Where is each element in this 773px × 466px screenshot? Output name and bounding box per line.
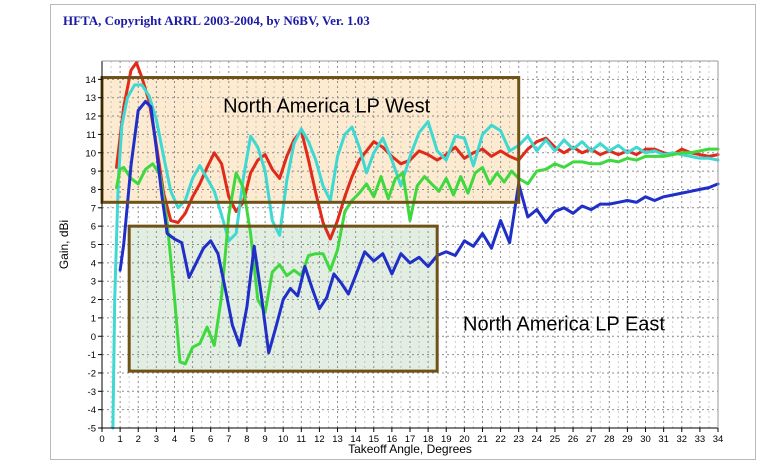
x-tick-label: 17: [405, 434, 416, 445]
y-tick-label: -5: [88, 424, 96, 435]
x-tick-label: 4: [172, 434, 177, 445]
x-tick-label: 7: [226, 434, 231, 445]
y-tick-label: -3: [88, 387, 96, 398]
y-tick-label: 2: [91, 295, 96, 306]
annotation-label-east: North America LP East: [463, 314, 665, 336]
series-line-cyan: [111, 83, 720, 430]
annotation-box-west-fill: [102, 77, 519, 203]
chart-title: HFTA, Copyright ARRL 2003-2004, by N6BV,…: [63, 13, 370, 28]
x-tick-label: 20: [459, 434, 470, 445]
x-tick-label: 13: [332, 434, 343, 445]
x-tick-label: 23: [513, 434, 524, 445]
y-tick-label: -1: [88, 350, 96, 361]
x-tick-label: 15: [368, 434, 379, 445]
x-tick-label: 9: [262, 434, 267, 445]
x-axis-title: Takeoff Angle, Degrees: [348, 442, 472, 456]
y-tick-label: 14: [85, 75, 96, 86]
x-tick-label: 33: [695, 434, 706, 445]
x-tick-label: 34: [713, 434, 724, 445]
x-tick-label: 21: [477, 434, 488, 445]
x-tick-label: 30: [640, 434, 651, 445]
x-tick-label: 16: [387, 434, 398, 445]
x-tick-label: 19: [441, 434, 452, 445]
y-tick-label: 7: [91, 203, 96, 214]
x-tick-label: 12: [314, 434, 325, 445]
y-tick-label: -2: [88, 368, 96, 379]
y-tick-label: 12: [85, 112, 96, 123]
y-tick-label: 6: [91, 222, 96, 233]
x-tick-label: 11: [296, 434, 306, 445]
y-tick-label: 1: [91, 313, 96, 324]
x-tick-label: 1: [117, 434, 122, 445]
y-axis-title: Gain, dBi: [57, 220, 71, 269]
y-tick-label: 9: [91, 167, 96, 178]
x-tick-label: 27: [586, 434, 597, 445]
y-tick-label: 4: [91, 258, 96, 269]
x-tick-label: 26: [568, 434, 579, 445]
x-tick-label: 25: [550, 434, 561, 445]
x-tick-label: 6: [208, 434, 213, 445]
x-tick-label: 28: [604, 434, 615, 445]
x-tick-label: 18: [423, 434, 434, 445]
y-tick-label: 3: [91, 277, 96, 288]
y-tick-label: 11: [86, 130, 96, 141]
series-line-green: [115, 147, 720, 366]
x-tick-label: 8: [244, 434, 249, 445]
y-tick-label: 0: [91, 332, 96, 343]
y-tick-label: 10: [85, 148, 96, 159]
y-tick-label: 13: [85, 93, 96, 104]
series-line-blue: [118, 99, 720, 355]
x-tick-label: 24: [532, 434, 543, 445]
x-tick-label: 10: [278, 434, 289, 445]
x-tick-label: 3: [154, 434, 159, 445]
x-tick-label: 5: [190, 434, 195, 445]
y-tick-label: -4: [88, 405, 96, 416]
series-line-red: [115, 61, 720, 241]
y-tick-label: 5: [91, 240, 96, 251]
x-tick-label: 31: [658, 434, 669, 445]
x-tick-label: 32: [676, 434, 687, 445]
annotation-label-west: North America LP West: [223, 95, 431, 117]
x-tick-label: 2: [136, 434, 141, 445]
x-tick-label: 22: [495, 434, 506, 445]
x-tick-label: 14: [350, 434, 361, 445]
x-tick-label: 29: [622, 434, 633, 445]
y-tick-label: 8: [91, 185, 96, 196]
x-tick-label: 0: [99, 434, 104, 445]
annotation-box-east: [127, 224, 439, 373]
